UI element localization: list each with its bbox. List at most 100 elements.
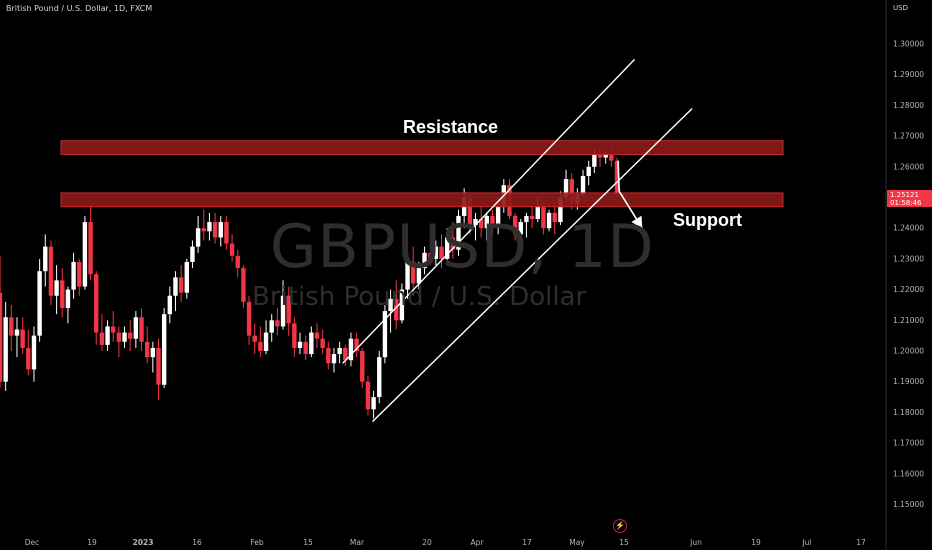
candle-body (111, 326, 116, 333)
candle-body (365, 381, 371, 410)
candle-body (48, 246, 54, 296)
time-tick-label: Jul (801, 538, 811, 547)
candle-body (144, 341, 150, 358)
candle-body (99, 332, 105, 345)
price-tick-label: 1.24000 (893, 224, 924, 233)
support-label: Support (673, 210, 742, 230)
candle-body (309, 332, 314, 355)
price-tick-label: 1.17000 (893, 439, 924, 448)
candle-body (82, 222, 88, 287)
candle-body (422, 252, 427, 269)
lightning-icon[interactable]: ⚡ (613, 519, 627, 533)
candle-body (490, 215, 495, 229)
candle-body (190, 246, 195, 262)
watermark-symbol: GBPUSD, 1D (270, 212, 655, 282)
time-tick-label: Apr (471, 538, 485, 547)
candle-body (473, 218, 478, 226)
candle-body (586, 166, 591, 177)
price-axis[interactable]: 1.300001.290001.280001.270001.260001.250… (885, 0, 932, 550)
candle-body (173, 277, 178, 296)
candle-body (150, 347, 156, 358)
price-tick-label: 1.23000 (893, 254, 924, 263)
time-tick-label: 19 (751, 538, 761, 547)
time-tick-label: 2023 (133, 538, 154, 547)
candle-body (0, 292, 3, 382)
candle-body (275, 320, 280, 327)
candle-body (133, 317, 139, 339)
candle-body (105, 326, 110, 345)
price-tick-label: 1.27000 (893, 132, 924, 141)
candle-body (377, 357, 382, 398)
candle-body (603, 154, 608, 158)
price-tick-label: 1.22000 (893, 285, 924, 294)
candle-body (43, 246, 48, 272)
candle-body (195, 228, 201, 247)
last-price-value: 1.25121 (890, 191, 919, 199)
candle-body (444, 237, 450, 259)
time-tick-label: Jun (689, 538, 702, 547)
time-tick-label: 16 (192, 538, 202, 547)
time-tick-label: 15 (303, 538, 313, 547)
candle-body (518, 222, 523, 235)
candle-body (609, 154, 614, 161)
candle-body (326, 347, 331, 364)
price-tick-label: 1.29000 (893, 70, 924, 79)
time-tick-label: 20 (422, 538, 432, 547)
candle-body (161, 314, 167, 385)
candle-body (71, 261, 76, 290)
candle-body (252, 335, 257, 342)
candle-body (127, 332, 133, 339)
candle-body (388, 298, 393, 312)
candle-body (495, 206, 501, 229)
price-tick-label: 1.30000 (893, 40, 924, 49)
candle-body (484, 215, 490, 229)
candle-body (563, 179, 569, 198)
currency-label[interactable]: USD (893, 4, 908, 12)
resistance-label: Resistance (403, 117, 499, 137)
candle-body (428, 252, 433, 259)
candle-body (31, 335, 37, 370)
candle-body (263, 332, 269, 351)
price-tick-label: 1.19000 (893, 377, 924, 386)
candle-body (122, 332, 127, 342)
price-tick-label: 1.26000 (893, 162, 924, 171)
candle-body (258, 341, 263, 351)
candle-body (569, 179, 574, 204)
candle-body (541, 206, 546, 229)
candle-body (546, 212, 552, 229)
candle-body (218, 222, 223, 238)
candle-body (597, 154, 603, 158)
candle-body (348, 338, 354, 361)
candle-body (54, 280, 59, 296)
price-tick-label: 1.15000 (893, 500, 924, 509)
candle-body (286, 295, 291, 324)
price-tick-label: 1.20000 (893, 347, 924, 356)
candle-body (297, 341, 303, 348)
candle-body (241, 268, 246, 302)
time-tick-label: 15 (619, 538, 629, 547)
candle-body (26, 347, 31, 370)
symbol-title[interactable]: British Pound / U.S. Dollar, 1D, FXCM (6, 4, 153, 13)
time-tick-label: Dec (25, 538, 40, 547)
time-axis[interactable]: Dec 19 2023 16 Feb 15 Mar 20 Apr 17 May 15 Jun 19 Jul 1… (25, 538, 866, 547)
candle-body (405, 261, 410, 290)
candle-body (558, 197, 563, 223)
candle-body (360, 351, 365, 382)
candle-body (184, 261, 189, 293)
candle-body (156, 347, 161, 385)
candle-body (20, 329, 25, 348)
price-tick-label: 1.18000 (893, 408, 924, 417)
candle-body (292, 323, 297, 348)
price-tick-label: 1.16000 (893, 469, 924, 478)
candle-body (212, 222, 218, 238)
candle-body (614, 160, 620, 194)
zone-resistance (60, 140, 784, 156)
candle-body (14, 329, 20, 336)
projection-arrow-head (631, 215, 643, 229)
watermark-description: British Pound / U.S. Dollar (252, 282, 587, 312)
candle-body (433, 246, 439, 259)
candle-body (3, 317, 8, 382)
candle-body (139, 317, 144, 342)
